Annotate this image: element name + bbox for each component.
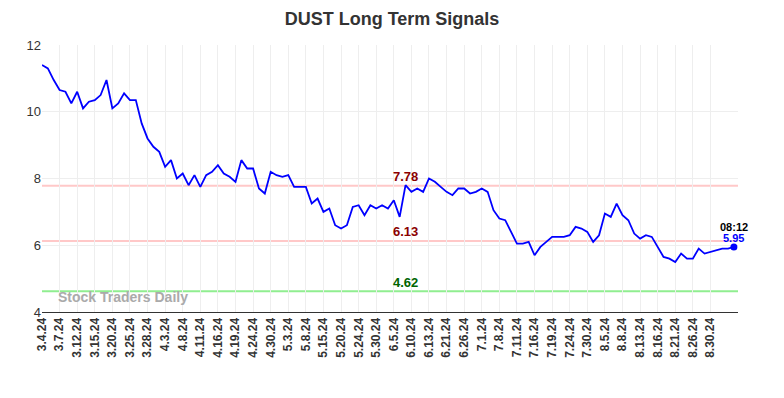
svg-text:7.16.24: 7.16.24 bbox=[527, 317, 541, 357]
svg-text:4.11.24: 4.11.24 bbox=[193, 317, 207, 357]
svg-text:12: 12 bbox=[27, 38, 41, 53]
svg-text:7.1.24: 7.1.24 bbox=[475, 317, 489, 351]
svg-text:6.13: 6.13 bbox=[393, 224, 418, 239]
svg-text:3.28.24: 3.28.24 bbox=[140, 317, 154, 357]
svg-text:3.7.24: 3.7.24 bbox=[52, 317, 66, 351]
svg-text:7.8.24: 7.8.24 bbox=[492, 317, 506, 351]
svg-text:4.16.24: 4.16.24 bbox=[211, 317, 225, 357]
svg-text:8.8.24: 8.8.24 bbox=[615, 317, 629, 351]
svg-text:7.19.24: 7.19.24 bbox=[545, 317, 559, 357]
svg-text:7.30.24: 7.30.24 bbox=[580, 317, 594, 357]
svg-text:6: 6 bbox=[34, 238, 41, 253]
svg-text:4.62: 4.62 bbox=[393, 275, 418, 290]
svg-text:3.25.24: 3.25.24 bbox=[123, 317, 137, 357]
svg-text:3.12.24: 3.12.24 bbox=[70, 317, 84, 357]
svg-text:7.11.24: 7.11.24 bbox=[510, 317, 524, 357]
svg-text:8.16.24: 8.16.24 bbox=[651, 317, 665, 357]
svg-text:6.13.24: 6.13.24 bbox=[422, 317, 436, 357]
svg-text:5.3.24: 5.3.24 bbox=[281, 317, 295, 351]
svg-text:6.21.24: 6.21.24 bbox=[439, 317, 453, 357]
svg-text:3.4.24: 3.4.24 bbox=[35, 317, 49, 351]
svg-text:8.13.24: 8.13.24 bbox=[633, 317, 647, 357]
svg-text:6.5.24: 6.5.24 bbox=[387, 317, 401, 351]
svg-text:8.26.24: 8.26.24 bbox=[686, 317, 700, 357]
svg-text:8.5.24: 8.5.24 bbox=[598, 317, 612, 351]
svg-text:Stock Traders Daily: Stock Traders Daily bbox=[58, 289, 188, 305]
svg-text:4.24.24: 4.24.24 bbox=[246, 317, 260, 357]
svg-text:DUST Long Term Signals: DUST Long Term Signals bbox=[285, 9, 500, 29]
svg-text:5.30.24: 5.30.24 bbox=[369, 317, 383, 357]
svg-text:6.10.24: 6.10.24 bbox=[404, 317, 418, 357]
svg-text:5.95: 5.95 bbox=[723, 232, 744, 244]
svg-text:5.8.24: 5.8.24 bbox=[299, 317, 313, 351]
svg-text:08:12: 08:12 bbox=[720, 221, 748, 233]
svg-text:8.21.24: 8.21.24 bbox=[668, 317, 682, 357]
svg-text:3.15.24: 3.15.24 bbox=[88, 317, 102, 357]
svg-text:7.78: 7.78 bbox=[393, 169, 418, 184]
svg-text:6.26.24: 6.26.24 bbox=[457, 317, 471, 357]
svg-text:5.15.24: 5.15.24 bbox=[316, 317, 330, 357]
svg-text:4.30.24: 4.30.24 bbox=[264, 317, 278, 357]
svg-text:8: 8 bbox=[34, 171, 41, 186]
svg-text:10: 10 bbox=[27, 104, 41, 119]
svg-text:4: 4 bbox=[34, 305, 41, 320]
svg-text:5.20.24: 5.20.24 bbox=[334, 317, 348, 357]
svg-text:4.8.24: 4.8.24 bbox=[176, 317, 190, 351]
svg-text:7.24.24: 7.24.24 bbox=[563, 317, 577, 357]
svg-text:5.24.24: 5.24.24 bbox=[352, 317, 366, 357]
svg-text:4.19.24: 4.19.24 bbox=[228, 317, 242, 357]
svg-text:8.30.24: 8.30.24 bbox=[703, 317, 717, 357]
svg-text:3.20.24: 3.20.24 bbox=[105, 317, 119, 357]
svg-text:4.3.24: 4.3.24 bbox=[158, 317, 172, 351]
